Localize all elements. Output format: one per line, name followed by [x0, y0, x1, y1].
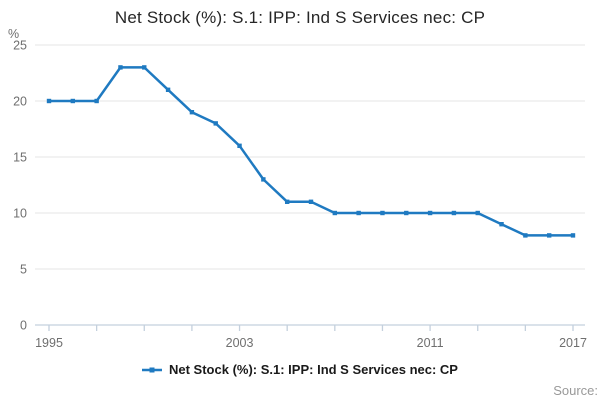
- data-line: [47, 66, 575, 237]
- data-point: [118, 65, 123, 70]
- data-point: [189, 110, 195, 115]
- legend-item[interactable]: Net Stock (%): S.1: IPP: Ind S Services …: [0, 362, 600, 377]
- y-tick-label: 15: [13, 151, 27, 165]
- data-point: [213, 121, 218, 126]
- data-point: [261, 177, 266, 182]
- data-point: [237, 143, 242, 148]
- data-point: [451, 210, 457, 216]
- y-axis-unit-label: %: [8, 27, 20, 41]
- x-tick-label: 2017: [559, 336, 587, 350]
- data-point: [427, 210, 433, 216]
- data-point: [70, 98, 76, 104]
- data-point: [570, 233, 576, 238]
- chart-title: Net Stock (%): S.1: IPP: Ind S Services …: [114, 8, 486, 27]
- data-point: [475, 210, 480, 216]
- data-point: [523, 233, 528, 238]
- legend-label: Net Stock (%): S.1: IPP: Ind S Services …: [169, 362, 458, 377]
- legend-line-marker-icon: [142, 367, 162, 372]
- data-point: [546, 233, 552, 238]
- y-tick-label: 25: [13, 39, 27, 53]
- data-point: [46, 98, 52, 104]
- data-point: [404, 210, 409, 216]
- data-point: [165, 87, 171, 92]
- y-tick-label: 20: [13, 95, 27, 109]
- x-tick-label: 2011: [417, 336, 444, 350]
- y-tick-label: 0: [20, 319, 27, 333]
- data-point: [94, 98, 99, 104]
- data-point: [142, 65, 147, 70]
- data-point: [499, 222, 504, 227]
- data-point: [308, 199, 314, 204]
- source-label: Source:: [553, 383, 598, 398]
- y-tick-label: 5: [20, 263, 27, 277]
- x-tick-label: 1995: [35, 336, 63, 350]
- data-point: [380, 210, 385, 216]
- data-point: [332, 210, 338, 216]
- data-point: [356, 210, 361, 216]
- y-tick-label: 10: [13, 207, 27, 221]
- x-tick-label: 2003: [226, 336, 254, 350]
- data-point: [284, 199, 290, 204]
